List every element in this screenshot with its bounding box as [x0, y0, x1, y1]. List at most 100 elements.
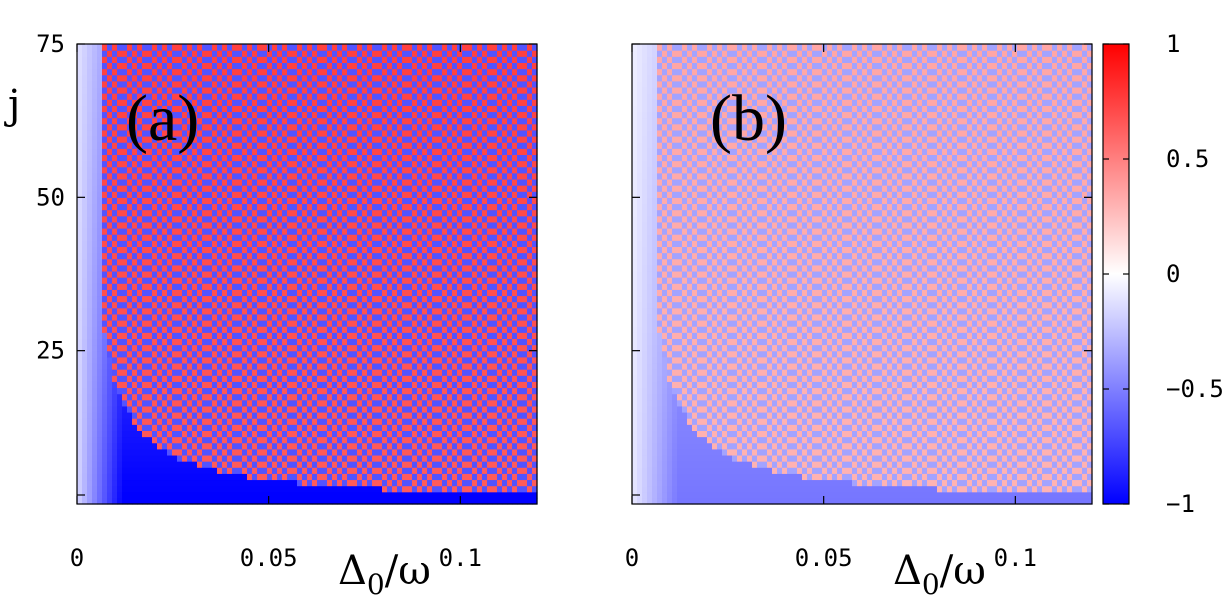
heatmap-cell [302, 320, 308, 327]
heatmap-cell [332, 461, 338, 468]
heatmap-cell [392, 301, 398, 309]
heatmap-cell [197, 129, 203, 137]
heatmap-cell [82, 473, 88, 481]
heatmap-cell [182, 277, 188, 284]
heatmap-cell [337, 485, 343, 493]
heatmap-cell [322, 56, 328, 63]
heatmap-cell [82, 332, 88, 339]
heatmap-cell [317, 93, 323, 100]
heatmap-cell [132, 485, 138, 493]
heatmap-cell [97, 307, 103, 315]
heatmap-cell [292, 307, 298, 315]
heatmap-cell [402, 326, 408, 333]
heatmap-cell [237, 191, 243, 198]
heatmap-cell [207, 136, 213, 143]
heatmap-cell [132, 289, 138, 297]
heatmap-cell [312, 307, 318, 315]
heatmap-cell [317, 129, 323, 137]
heatmap-cell [312, 424, 318, 431]
heatmap-cell [172, 497, 178, 505]
heatmap-cell [77, 362, 83, 370]
heatmap-cell [102, 430, 108, 438]
heatmap-cell [357, 86, 363, 94]
heatmap-cell [392, 283, 398, 290]
heatmap-cell [117, 142, 123, 149]
heatmap-cell [197, 123, 203, 131]
heatmap-cell [302, 283, 308, 290]
heatmap-cell [152, 381, 158, 389]
heatmap-cell [277, 350, 283, 358]
heatmap-cell [102, 68, 108, 76]
heatmap-cell [167, 228, 173, 235]
heatmap-cell [377, 467, 383, 474]
heatmap-cell [97, 405, 103, 413]
heatmap-cell [282, 270, 288, 278]
heatmap-cell [407, 326, 413, 333]
heatmap-cell [277, 491, 283, 499]
heatmap-cell [87, 62, 93, 70]
heatmap-cell [307, 497, 313, 505]
heatmap-cell [202, 424, 208, 431]
heatmap-cell [232, 344, 238, 352]
heatmap-cell [332, 301, 338, 309]
heatmap-cell [392, 332, 398, 339]
heatmap-cell [262, 301, 268, 309]
heatmap-cell [337, 387, 343, 395]
heatmap-cell [262, 356, 268, 364]
heatmap-cell [227, 485, 233, 493]
heatmap-cell [132, 99, 138, 106]
heatmap-cell [377, 80, 383, 88]
heatmap-cell [352, 111, 358, 119]
heatmap-cell [357, 172, 363, 180]
heatmap-cell [327, 295, 333, 303]
heatmap-cell [197, 467, 203, 474]
heatmap-cell [237, 283, 243, 290]
heatmap-cell [352, 99, 358, 106]
heatmap-cell [307, 111, 313, 119]
heatmap-cell [92, 313, 98, 321]
heatmap-cell [107, 461, 113, 468]
heatmap-cell [112, 418, 118, 425]
heatmap-cell [342, 191, 348, 198]
heatmap-cell [217, 123, 223, 131]
heatmap-cell [312, 485, 318, 493]
heatmap-cell [242, 111, 248, 119]
heatmap-cell [87, 473, 93, 481]
heatmap-cell [242, 80, 248, 88]
heatmap-cell [272, 264, 278, 272]
heatmap-cell [137, 467, 143, 474]
heatmap-cell [242, 44, 248, 51]
heatmap-cell [92, 215, 98, 223]
heatmap-cell [192, 350, 198, 358]
heatmap-cell [372, 320, 378, 327]
heatmap-cell [182, 497, 188, 505]
heatmap-cell [217, 350, 223, 358]
heatmap-cell [392, 270, 398, 278]
heatmap-cell [187, 234, 193, 241]
heatmap-cell [162, 129, 168, 137]
heatmap-cell [392, 473, 398, 481]
heatmap-cell [377, 93, 383, 100]
heatmap-cell [207, 270, 213, 278]
heatmap-cell [232, 44, 238, 51]
heatmap-cell [192, 491, 198, 499]
heatmap-cell [337, 74, 343, 82]
heatmap-cell [372, 178, 378, 186]
heatmap-cell [232, 326, 238, 333]
heatmap-cell [282, 228, 288, 235]
heatmap-cell [357, 221, 363, 229]
heatmap-cell [372, 252, 378, 260]
heatmap-cell [237, 461, 243, 468]
heatmap-cell [402, 412, 408, 419]
heatmap-cell [317, 491, 323, 499]
heatmap-cell [382, 129, 388, 137]
heatmap-cell [382, 74, 388, 82]
heatmap-cell [222, 301, 228, 309]
heatmap-cell [177, 338, 183, 346]
heatmap-cell [217, 264, 223, 272]
heatmap-cell [292, 221, 298, 229]
heatmap-cell [332, 424, 338, 431]
heatmap-cell [357, 111, 363, 119]
heatmap-cell [322, 442, 328, 450]
heatmap-cell [222, 44, 228, 51]
